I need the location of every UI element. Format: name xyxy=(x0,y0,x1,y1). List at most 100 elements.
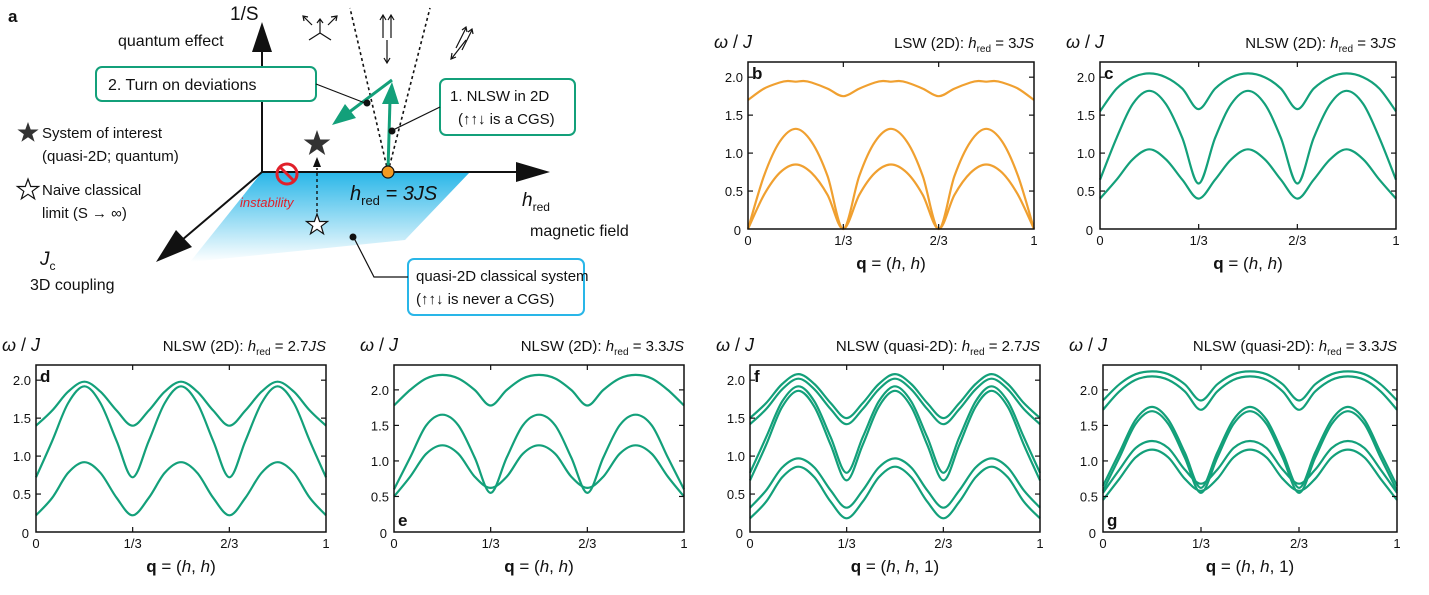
chart-g-series-2 xyxy=(1102,375,1398,411)
chart-f-ytick-label: 2.0 xyxy=(727,373,745,388)
chart-e-xtick-label: 2/3 xyxy=(578,536,596,551)
chart-e-ytick-label: 1.5 xyxy=(371,418,389,433)
chart-g: 0.5 1.0 1.5 2.0 0 1/3 2/3 1 0g ω / J NLSW (quasi-2… xyxy=(1069,335,1401,576)
spin-sketch-canted-icon xyxy=(450,25,474,60)
deviation-arrowhead xyxy=(332,104,356,125)
chart-e-series-2 xyxy=(393,413,685,495)
chart-g-xtick-label: 1/3 xyxy=(1192,536,1210,551)
plane-label: hred = 3JS xyxy=(350,183,438,208)
axis-h-arrowhead xyxy=(516,162,550,182)
chart-d-series-3 xyxy=(35,461,327,517)
chart-c-yzero-label: 0 xyxy=(1086,223,1093,238)
nlsw-arrow xyxy=(386,99,392,171)
chart-c-ytick-label: 1.0 xyxy=(1077,146,1095,161)
cone-left xyxy=(349,7,389,173)
chart-d-series-1 xyxy=(35,380,327,427)
chart-e-xlabel: q = (h, h) xyxy=(504,557,574,576)
chart-e-series-3 xyxy=(393,444,685,498)
chart-g-series-6 xyxy=(1102,448,1398,501)
instability-label: instability xyxy=(240,195,295,210)
chart-b-title: LSW (2D): hred = 3JS xyxy=(894,35,1034,55)
chart-g-series-4 xyxy=(1102,410,1398,495)
star-filled-icon xyxy=(303,130,331,155)
chart-f-xtick-label: 2/3 xyxy=(934,536,952,551)
chart-e-ytick-label: 0.5 xyxy=(371,489,389,504)
chart-d-xlabel: q = (h, h) xyxy=(146,557,216,576)
chart-e: 0.5 1.0 1.5 2.0 0 1/3 2/3 1 0e ω / J NLSW (2D): hr… xyxy=(360,335,688,576)
chart-d-title: NLSW (2D): hred = 2.7JS xyxy=(163,338,326,358)
chart-c-xlabel: q = (h, h) xyxy=(1213,254,1283,273)
chart-f-xlabel: q = (h, h, 1) xyxy=(851,557,939,576)
chart-f-yzero-label: 0 xyxy=(736,526,743,541)
chart-b-ytick-label: 1.5 xyxy=(725,108,743,123)
legend-open-text-1: Naive classical xyxy=(42,182,141,199)
legend-star-filled-icon xyxy=(17,122,39,142)
chart-f-series-2 xyxy=(749,377,1041,426)
axis-jc-label: Jc xyxy=(39,249,56,273)
chart-c: 0.5 1.0 1.5 2.0 0 1/3 2/3 1 0 c ω / J NLSW (2D): hr… xyxy=(1066,32,1400,273)
chart-d-ytick-label: 0.5 xyxy=(13,487,31,502)
chart-f-xtick-label: 1/3 xyxy=(838,536,856,551)
chart-b-ytick-label: 1.0 xyxy=(725,146,743,161)
chart-f-series-3 xyxy=(748,385,1042,474)
chart-c-series-3 xyxy=(1099,148,1397,200)
chart-e-xtick-label: 1 xyxy=(680,536,687,551)
turn-on-leader-dot xyxy=(363,99,371,107)
quasi-leader xyxy=(353,237,408,278)
chart-e-ytick-label: 2.0 xyxy=(371,383,389,398)
quasi-2d-text-1: quasi-2D classical system xyxy=(416,268,589,285)
chart-g-ytick-label: 2.0 xyxy=(1080,383,1098,398)
chart-f-series-6 xyxy=(749,465,1041,520)
legend-filled-text-2: (quasi-2D; quantum) xyxy=(42,148,179,165)
chart-c-title: NLSW (2D): hred = 3JS xyxy=(1245,35,1396,55)
chart-b-series-2 xyxy=(746,127,1036,231)
chart-e-ytick-label: 1.0 xyxy=(371,454,389,469)
chart-g-series-3 xyxy=(1102,405,1398,490)
nlsw-leader-dot xyxy=(388,127,396,135)
chart-f: 0.5 1.0 1.5 2.0 0 1/3 2/3 1 0 f ω / J NLSW (quasi-2… xyxy=(716,335,1044,576)
spin-sketch-uud-icon xyxy=(379,13,395,65)
no-entry-icon xyxy=(275,162,299,186)
chart-g-ytick-label: 0.5 xyxy=(1080,489,1098,504)
chart-b-ytick-label: 2.0 xyxy=(725,70,743,85)
nlsw-arrowhead xyxy=(382,82,399,104)
star-open-icon xyxy=(304,212,330,236)
chart-f-series-1 xyxy=(749,372,1041,420)
quasi-leader-dot xyxy=(349,233,357,241)
chart-e-title: NLSW (2D): hred = 3.3JS xyxy=(521,338,684,358)
axis-jc-arrowhead xyxy=(156,230,192,262)
chart-b-series-1 xyxy=(747,79,1035,101)
chart-c-xtick-label: 1/3 xyxy=(1190,233,1208,248)
chart-c-xtick-label: 0 xyxy=(1096,233,1103,248)
axis-h-label: hred xyxy=(522,190,550,214)
chart-g-xlabel: q = (h, h, 1) xyxy=(1206,557,1294,576)
dashed-arrowhead xyxy=(313,157,321,167)
panel-a-letter: a xyxy=(8,7,18,26)
chart-b-xtick-label: 1/3 xyxy=(834,233,852,248)
chart-c-ytick-label: 0.5 xyxy=(1077,184,1095,199)
deviation-arrow xyxy=(347,78,393,115)
nlsw-2d-text-2: (↑↑↓ is a CGS) xyxy=(458,111,555,128)
nlsw-point xyxy=(381,165,395,179)
chart-g-ylabel: ω / J xyxy=(1069,335,1108,355)
chart-b-xtick-label: 1 xyxy=(1030,233,1037,248)
chart-f-series-4 xyxy=(748,389,1042,482)
chart-f-ylabel: ω / J xyxy=(716,335,755,355)
chart-f-frame xyxy=(749,364,1041,533)
chart-d-ytick-label: 1.5 xyxy=(13,411,31,426)
chart-g-series-1 xyxy=(1102,370,1398,402)
chart-f-xtick-label: 1 xyxy=(1036,536,1043,551)
chart-b-letter: b xyxy=(752,64,762,83)
axis-1S-label: 1/S xyxy=(230,4,259,25)
chart-c-letter: c xyxy=(1104,64,1113,83)
chart-b-yzero-label: 0 xyxy=(734,223,741,238)
chart-g-yzero-label: 0 xyxy=(1089,526,1096,541)
chart-e-letter: e xyxy=(398,511,407,530)
axis-1S-arrowhead xyxy=(252,22,272,52)
chart-d: 0.5 1.0 1.5 2.0 0 1/3 2/3 1 0 d ω / J NLSW (2D): hr… xyxy=(2,335,330,576)
axis-1S-desc: quantum effect xyxy=(118,33,224,50)
chart-e-xtick-label: 0 xyxy=(390,536,397,551)
chart-g-xtick-label: 0 xyxy=(1099,536,1106,551)
chart-c-ytick-label: 1.5 xyxy=(1077,108,1095,123)
